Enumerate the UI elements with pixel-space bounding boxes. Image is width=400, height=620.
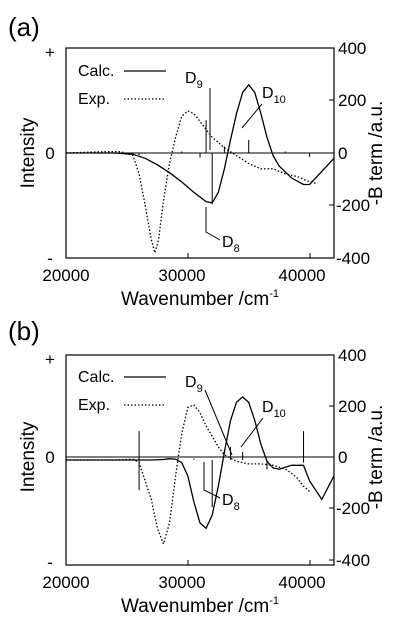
- left-tick-minus-a: -: [47, 249, 53, 268]
- right-tick-label: 400: [338, 39, 366, 58]
- right-axis-b: 400 200 0 -200 -400: [329, 346, 370, 570]
- legend-label-calc: Calc.: [78, 369, 114, 386]
- annotation-text: D10: [262, 399, 286, 420]
- annotation-text: D9: [185, 374, 203, 395]
- x-axis-label-b: Wavenumber /cm-1: [121, 595, 279, 617]
- panel-label-a: (a): [8, 12, 40, 42]
- left-tick-plus-a: +: [45, 43, 55, 62]
- legend-label-exp: Exp.: [78, 91, 110, 108]
- x-tick-label: 30000: [158, 573, 205, 592]
- annotation-d9-a: D9: [185, 70, 211, 150]
- series-line-calc-a: [66, 83, 335, 204]
- annotation-text: D8: [222, 234, 240, 255]
- x-axis-b: 20000 30000 40000: [42, 560, 326, 592]
- panel-label-b: (b): [8, 316, 40, 346]
- x-tick-label: 20000: [42, 573, 89, 592]
- right-tick-label: 0: [338, 144, 347, 163]
- x-tick-label: 30000: [158, 266, 205, 285]
- panel-a: (a) + 0 - Intensity 400 200 0 -200 -400 …: [8, 12, 387, 310]
- series-line-exp-a: [65, 110, 316, 256]
- y-axis-label-left-b: Intensity: [18, 421, 39, 492]
- annotation-d10-a: D10: [241, 85, 286, 129]
- annotation-leader: [204, 389, 233, 456]
- panel-b: (b) + 0 - Intensity 400 200 0 -200 -400 …: [8, 316, 387, 617]
- right-tick-label: -400: [336, 249, 370, 268]
- x-axis-label-a: Wavenumber /cm-1: [121, 288, 279, 310]
- annotation-leader: [205, 207, 221, 241]
- stick-spectrum-b: [138, 431, 305, 508]
- x-axis-a: 20000 30000 40000: [42, 253, 326, 285]
- x-tick-label: 40000: [278, 266, 325, 285]
- stick-spectrum-a: [138, 120, 311, 205]
- annotation-d10-b: D10: [240, 399, 286, 448]
- annotation-leader: [240, 417, 264, 448]
- right-tick-label: 0: [338, 448, 347, 467]
- legend-label-exp: Exp.: [78, 397, 110, 414]
- right-axis-a: 400 200 0 -200 -400: [329, 39, 370, 268]
- y-axis-label-left-a: Intensity: [18, 117, 39, 188]
- right-tick-label: 200: [338, 91, 366, 110]
- x-tick-label: 20000: [42, 266, 89, 285]
- right-tick-label: -400: [336, 551, 370, 570]
- left-tick-plus-b: +: [45, 350, 55, 369]
- x-tick-label: 40000: [278, 573, 325, 592]
- annotation-d8-b: D8: [203, 462, 240, 513]
- legend-a: Calc. Exp.: [78, 63, 166, 108]
- legend-label-calc: Calc.: [78, 63, 114, 80]
- series-line-calc-b: [66, 396, 335, 530]
- annotation-text: D8: [222, 492, 240, 513]
- annotation-d8-a: D8: [205, 207, 240, 255]
- left-tick-minus-b: -: [47, 553, 53, 572]
- legend-b: Calc. Exp.: [78, 369, 166, 414]
- annotation-d9-b: D9: [185, 374, 233, 456]
- right-tick-label: -200: [336, 499, 370, 518]
- right-tick-label: -200: [336, 196, 370, 215]
- annotation-leader: [203, 462, 221, 499]
- right-tick-label: 400: [338, 346, 366, 365]
- annotation-text: D10: [262, 85, 286, 106]
- annotation-leader: [241, 103, 263, 129]
- left-tick-zero-b: 0: [45, 448, 54, 467]
- left-tick-zero-a: 0: [45, 144, 54, 163]
- annotation-text: D9: [185, 70, 203, 91]
- y-axis-label-right-a: -B term /a.u.: [366, 101, 387, 206]
- right-tick-label: 200: [338, 397, 366, 416]
- y-axis-label-right-b: -B term /a.u.: [366, 405, 387, 510]
